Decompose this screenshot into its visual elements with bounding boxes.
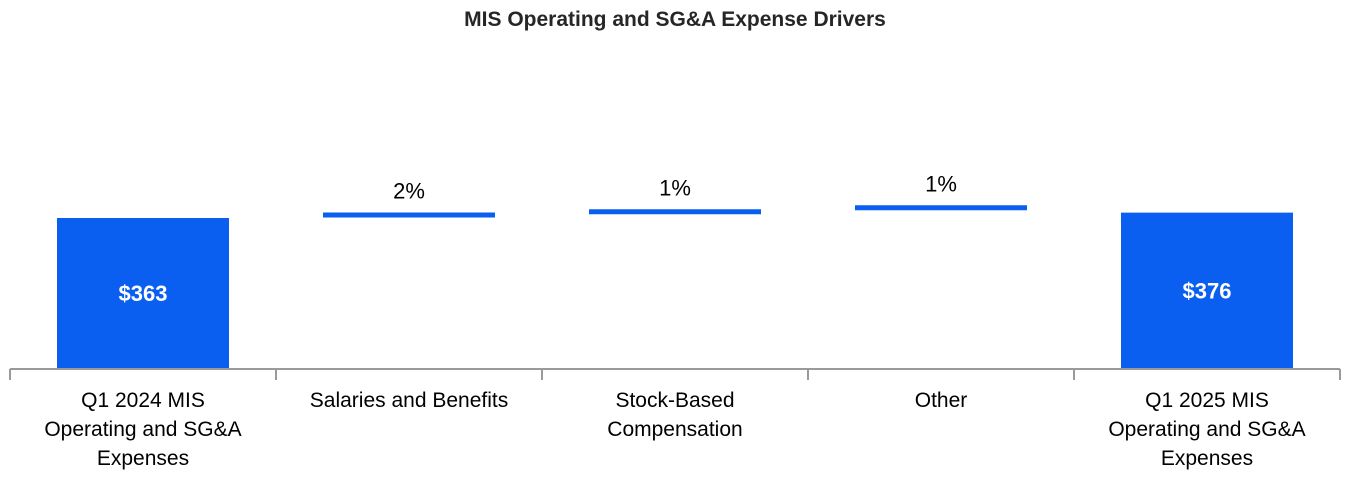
x-tick-label-line: Stock-Based: [615, 389, 734, 412]
x-tick-label-line: Expenses: [1161, 447, 1253, 470]
x-tick-label-line: Operating and SG&A: [44, 418, 241, 441]
x-tick-label-0: Q1 2024 MIS Operating and SG&A Expenses: [44, 389, 241, 470]
x-tick-label-3: Other: [915, 389, 968, 412]
bars-group: [57, 205, 1293, 368]
x-tick-label-2: Stock-Based Compensation: [607, 389, 742, 441]
bar-delta-3: [855, 205, 1027, 211]
x-tick-label-line: Expenses: [97, 447, 189, 470]
delta-value-label-2: 1%: [659, 175, 691, 200]
x-tick-label-line: Q1 2025 MIS: [1145, 389, 1269, 412]
bar-total-4: [1121, 212, 1293, 368]
x-tick-label-line: Q1 2024 MIS: [81, 389, 205, 412]
bar-delta-1: [323, 212, 495, 218]
chart-title: MIS Operating and SG&A Expense Drivers: [464, 8, 886, 31]
x-tick-label-line: Other: [915, 389, 968, 412]
x-tick-label-line: Salaries and Benefits: [310, 389, 508, 412]
delta-value-label-3: 1%: [925, 171, 957, 196]
bar-total-0: [57, 218, 229, 368]
x-tick-label-1: Salaries and Benefits: [310, 389, 508, 412]
x-tick-label-line: Compensation: [607, 418, 742, 441]
value-labels-group: $363 2% 1% 1% $376: [119, 171, 1232, 306]
bar-value-label-0: $363: [119, 281, 168, 306]
delta-value-label-1: 2%: [393, 179, 425, 204]
bar-value-label-4: $376: [1183, 278, 1232, 303]
x-axis: [9, 368, 1341, 380]
x-tick-label-line: Operating and SG&A: [1108, 418, 1305, 441]
bar-delta-2: [589, 209, 761, 215]
tick-labels-group: Q1 2024 MIS Operating and SG&A Expenses Sal…: [44, 389, 1305, 470]
x-tick-label-4: Q1 2025 MIS Operating and SG&A Expenses: [1108, 389, 1305, 470]
